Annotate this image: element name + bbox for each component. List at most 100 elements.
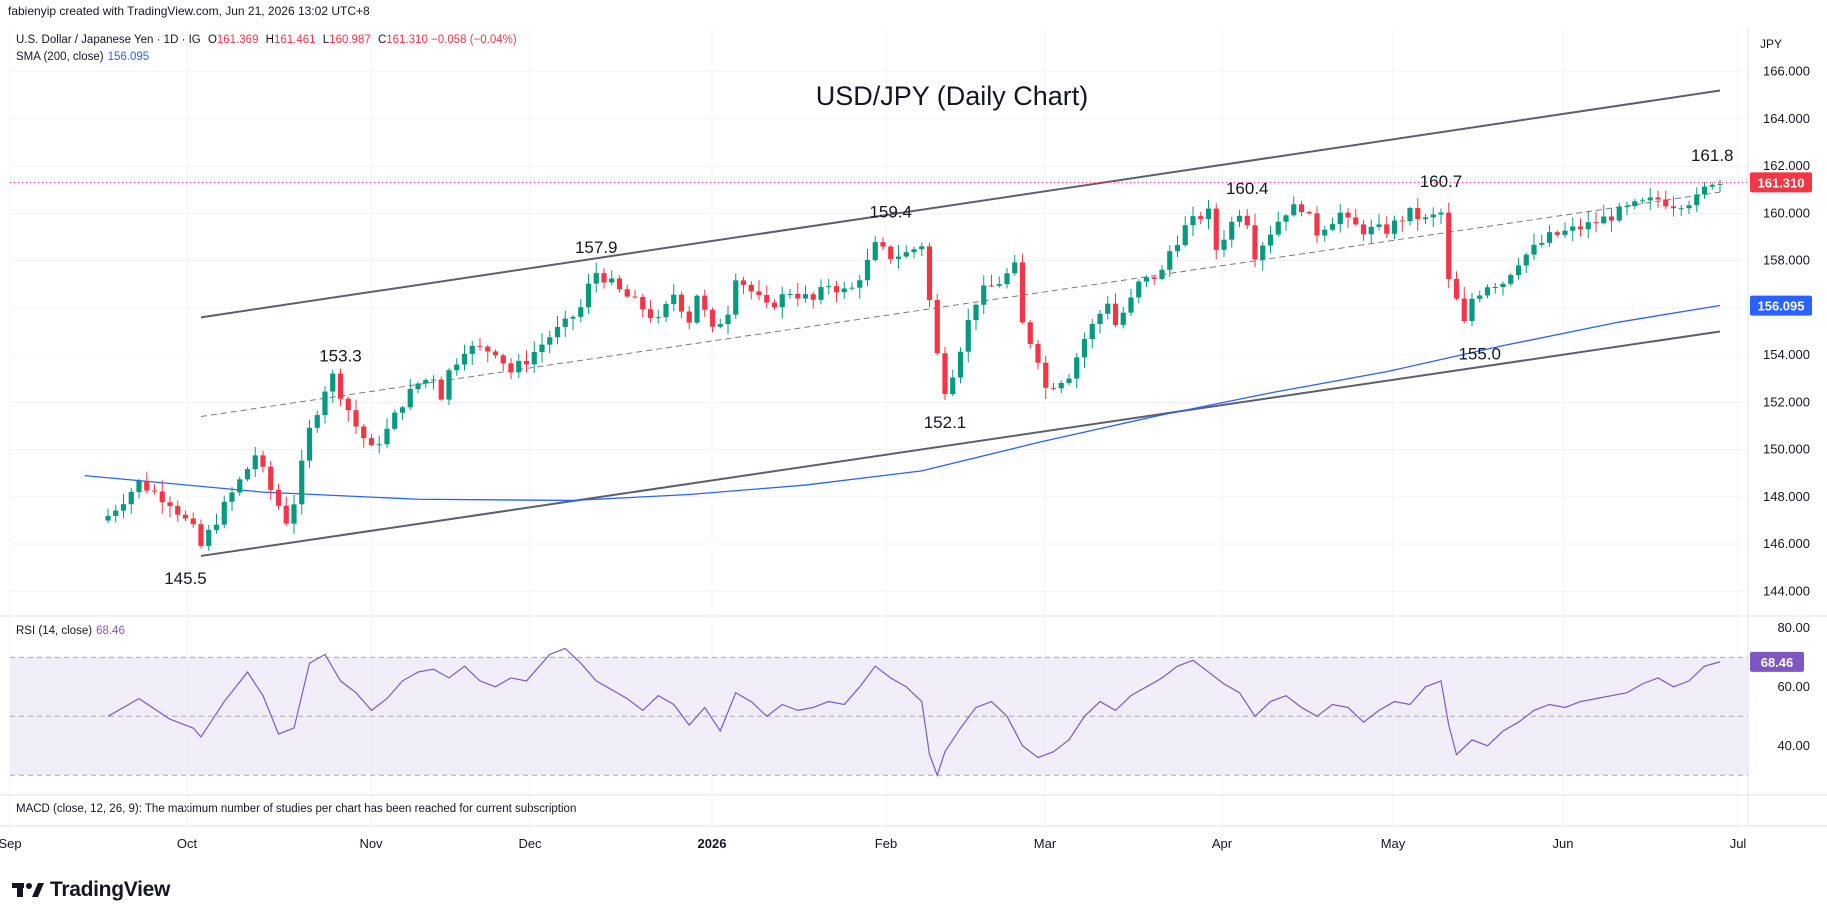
candle (771, 299, 778, 310)
candle (919, 242, 925, 256)
candle (151, 484, 158, 495)
candle-body (1105, 303, 1111, 314)
candle-body (1647, 197, 1653, 201)
candle-body (717, 324, 723, 327)
candle (1670, 196, 1677, 217)
candle-body (508, 363, 514, 373)
candle-body (1252, 225, 1258, 260)
candle (1484, 284, 1491, 299)
candle-body (120, 504, 127, 511)
candle-body (872, 242, 878, 260)
attribution-text: fabienyip created with TradingView.com, … (8, 4, 370, 18)
candle (430, 375, 437, 390)
candle-body (1701, 186, 1708, 195)
candle (1554, 230, 1560, 238)
candle-body (485, 346, 491, 352)
candle (601, 267, 607, 289)
candle-body (733, 280, 739, 315)
candle-body (128, 492, 134, 505)
candle-body (655, 317, 661, 319)
candle (438, 376, 444, 401)
time-tick-label: Mar (1034, 836, 1057, 851)
candle-body (1624, 206, 1630, 208)
candle-body (1593, 222, 1599, 224)
candle-body (1159, 269, 1165, 279)
candle (136, 478, 142, 499)
candle-body (1275, 221, 1281, 235)
candle-body (880, 242, 886, 247)
candle (485, 344, 491, 363)
price-annotation: 157.9 (575, 238, 618, 257)
candle-body (237, 479, 243, 493)
tradingview-logo[interactable]: TradingView (12, 878, 170, 902)
candle-body (1120, 312, 1126, 325)
candle-body (477, 345, 483, 347)
candle (1686, 200, 1692, 214)
candle (1337, 203, 1343, 233)
candle (616, 275, 623, 293)
candle (702, 289, 708, 317)
candle-body (1260, 245, 1266, 260)
chart-title: USD/JPY (Daily Chart) (816, 81, 1089, 111)
candle-body (996, 284, 1002, 286)
candle-body (1399, 220, 1405, 222)
candle (120, 493, 127, 518)
candle-body (849, 287, 855, 289)
candle (399, 405, 406, 420)
candle-body (182, 514, 189, 519)
candle (376, 435, 382, 454)
rsi-value: 68.46 (96, 625, 125, 637)
candle-body (702, 295, 708, 310)
candle-body (213, 524, 220, 530)
price-change: −0.058 (−0.04%) (431, 34, 517, 46)
candle-body (895, 256, 902, 259)
candle (872, 236, 878, 263)
candle (717, 318, 723, 329)
candle (206, 524, 212, 551)
candle (1260, 241, 1266, 271)
time-tick-label: Jun (1553, 836, 1574, 851)
candle-body (1221, 239, 1227, 250)
candle (461, 344, 468, 371)
candle (818, 279, 824, 305)
candle (1678, 204, 1684, 217)
candle (1523, 252, 1529, 274)
candle (686, 306, 692, 330)
candle-body (516, 360, 522, 373)
price-tick-label: 164.000 (1763, 111, 1810, 126)
candle (632, 289, 638, 299)
candle-body (1066, 378, 1072, 383)
candle-body (268, 466, 274, 490)
candle-body (151, 490, 158, 492)
candle-body (423, 380, 429, 384)
candle (663, 300, 669, 323)
candle (1252, 213, 1258, 268)
currency-label: JPY (1760, 37, 1782, 51)
candle (539, 333, 545, 363)
candle (864, 248, 871, 287)
time-tick-label: Nov (359, 836, 383, 851)
candle-body (1562, 230, 1568, 235)
rsi-tick-label: 60.00 (1777, 679, 1810, 694)
candle-body (1267, 234, 1274, 246)
candle (1570, 217, 1576, 242)
candle (198, 519, 204, 549)
candle-body (1213, 208, 1219, 250)
candle (554, 316, 561, 345)
candle (1430, 207, 1436, 228)
candle (1353, 208, 1359, 226)
candle (1027, 319, 1033, 349)
candle (477, 337, 483, 351)
candle-body (438, 379, 444, 400)
price-annotation: 152.1 (924, 413, 967, 432)
candle-body (531, 351, 537, 365)
candle (1717, 179, 1723, 193)
candle (213, 513, 220, 534)
candle-body (1291, 204, 1297, 216)
candle (299, 449, 305, 515)
candle (268, 460, 274, 500)
candle-body (1384, 224, 1390, 234)
candle (1368, 219, 1374, 244)
candle (492, 349, 499, 359)
